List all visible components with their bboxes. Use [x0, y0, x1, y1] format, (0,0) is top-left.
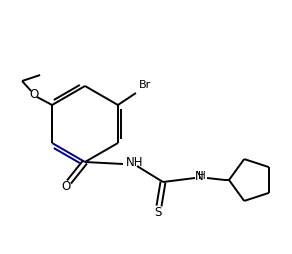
Text: O: O [29, 88, 39, 102]
Text: O: O [61, 181, 71, 194]
Text: N: N [195, 169, 204, 183]
Text: Br: Br [139, 80, 151, 90]
Text: NH: NH [126, 155, 143, 168]
Text: H: H [198, 171, 206, 181]
Text: S: S [154, 207, 162, 219]
